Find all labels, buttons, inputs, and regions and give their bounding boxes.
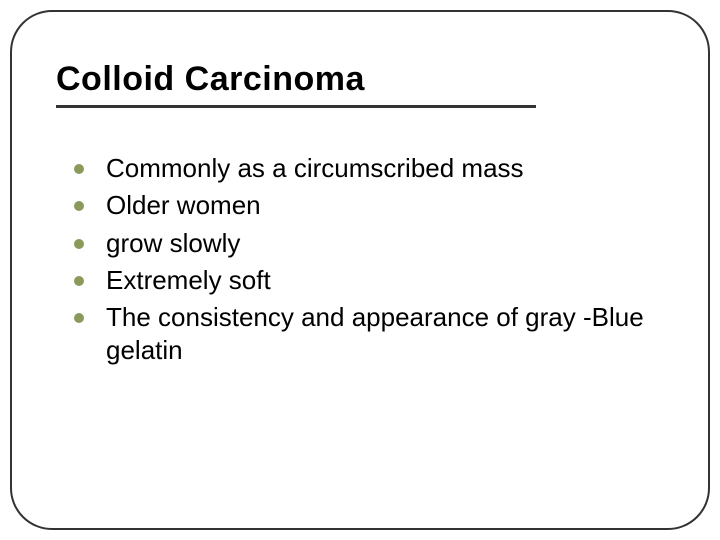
bullet-icon <box>74 313 84 323</box>
bullet-icon <box>74 164 84 174</box>
bullet-icon <box>74 201 84 211</box>
bullet-list: Commonly as a circumscribed mass Older w… <box>74 152 664 372</box>
title-underline <box>56 105 536 108</box>
list-item: Commonly as a circumscribed mass <box>74 152 664 185</box>
list-item: The consistency and appearance of gray -… <box>74 301 664 368</box>
bullet-text: Extremely soft <box>106 264 271 297</box>
slide-title: Colloid Carcinoma <box>56 60 536 105</box>
bullet-text: The consistency and appearance of gray -… <box>106 301 664 368</box>
bullet-text: grow slowly <box>106 227 240 260</box>
slide-frame: Colloid Carcinoma Commonly as a circumsc… <box>10 10 710 530</box>
bullet-text: Older women <box>106 189 261 222</box>
title-block: Colloid Carcinoma <box>56 60 536 108</box>
bullet-icon <box>74 239 84 249</box>
bullet-text: Commonly as a circumscribed mass <box>106 152 524 185</box>
list-item: grow slowly <box>74 227 664 260</box>
list-item: Extremely soft <box>74 264 664 297</box>
bullet-icon <box>74 276 84 286</box>
list-item: Older women <box>74 189 664 222</box>
